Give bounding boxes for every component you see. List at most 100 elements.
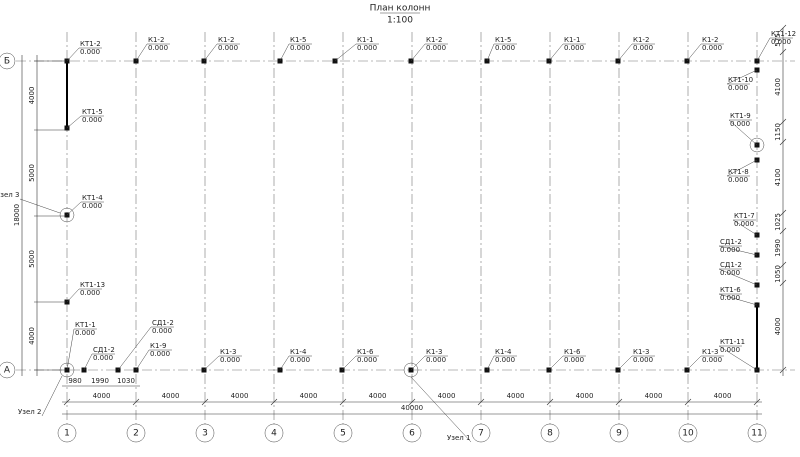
leader [135,43,148,62]
leader [341,355,357,371]
dim-text: 4100 [774,169,782,187]
column-level: 0.000 [564,356,584,364]
axis-bubble [264,423,284,443]
column-level: 0.000 [730,120,750,128]
column-mark: СД1-2 [152,319,174,327]
column-level: 0.000 [720,269,740,277]
dim-text: 1030 [117,377,135,385]
leader [135,349,150,371]
leader [732,219,758,236]
leader [41,375,63,417]
column-level: 0.000 [218,44,238,52]
column-mark: К1-3 [220,348,236,356]
column-level: 0.000 [220,356,240,364]
dim-tick [201,398,209,406]
column-level: 0.000 [426,44,446,52]
axis-label: Б [4,57,10,67]
axis-bubble [747,423,767,443]
dim-text: 4100 [774,78,782,96]
column-level: 0.000 [728,84,748,92]
column-mark: КТ1-12 [771,30,796,38]
dim-text: 18000 [13,204,21,226]
leader [718,245,758,256]
dim-text: 4000 [231,392,249,400]
dim-text: 1025 [774,213,782,231]
column-level: 0.000 [495,356,515,364]
dim-tick [779,227,787,235]
column-level: 0.000 [728,176,748,184]
leader [756,37,771,62]
dim-tick [339,398,347,406]
leader [334,43,357,62]
dim-text: 4000 [645,392,663,400]
leader [548,355,564,371]
axis-label: 4 [271,429,277,439]
axis-bubble [471,423,491,443]
leader [410,376,472,443]
column-mark: КТ1-4 [82,194,103,202]
column-level: 0.000 [148,44,168,52]
leader [66,47,80,62]
column-mark: КТ1-7 [734,212,755,220]
column-level: 0.000 [80,48,100,56]
column-mark: СД1-2 [720,238,742,246]
leader [486,355,495,371]
column-mark: К1-2 [426,36,442,44]
axis-bubble [57,423,77,443]
column-mark: К1-2 [148,36,164,44]
dim-text: 5000 [28,164,36,182]
column-mark: К1-4 [290,348,307,356]
column-mark: СД1-2 [93,346,115,354]
column-mark: К1-5 [495,36,511,44]
column-mark: КТ1-6 [720,286,741,294]
dim-tick [779,138,787,146]
axis-bubble [678,423,698,443]
leader [726,159,758,177]
dim-text: 4000 [774,318,782,336]
axis-bubble [126,423,146,443]
column-level: 0.000 [426,356,446,364]
column-level: 0.000 [564,44,584,52]
axis-label: 7 [478,429,484,439]
dim-tick [779,261,787,269]
column-mark: КТ1-11 [720,338,745,346]
leader [66,115,82,129]
leader [279,43,290,62]
column-level: 0.000 [290,356,310,364]
dim-tick [779,48,787,56]
dim-text: 1990 [91,377,109,385]
column-mark: СД1-2 [720,261,742,269]
node-label: Узел 2 [18,408,41,416]
dim-text: 4000 [28,327,36,345]
column-mark: К1-6 [357,348,374,356]
dim-text: 4000 [507,392,525,400]
column-mark: КТ1-2 [80,40,101,48]
column-level: 0.000 [702,356,722,364]
column-mark: К1-3 [426,348,442,356]
column-level: 0.000 [93,354,113,362]
dim-tick [63,398,71,406]
dim-text: 4000 [369,392,387,400]
title: План колонн [370,4,431,14]
dim-text: 4000 [438,392,456,400]
column-level: 0.000 [771,38,791,46]
column-mark: КТ1-9 [730,112,751,120]
scale: 1:100 [387,16,413,26]
node-circle [59,207,75,223]
column-level: 0.000 [720,246,740,254]
axis-bubble [609,423,629,443]
column-mark: К1-1 [357,36,373,44]
dim-tick [270,398,278,406]
axis-label: 11 [751,429,762,439]
leader [718,293,758,306]
dim-tick [779,118,787,126]
leader [83,353,93,371]
column-mark: К1-3 [633,348,649,356]
dim-text: 575 [774,33,782,46]
dim-tick [779,24,787,32]
leader [66,201,82,216]
dim-tick [132,398,140,406]
dim-text: 4000 [93,392,111,400]
leader [117,326,152,371]
